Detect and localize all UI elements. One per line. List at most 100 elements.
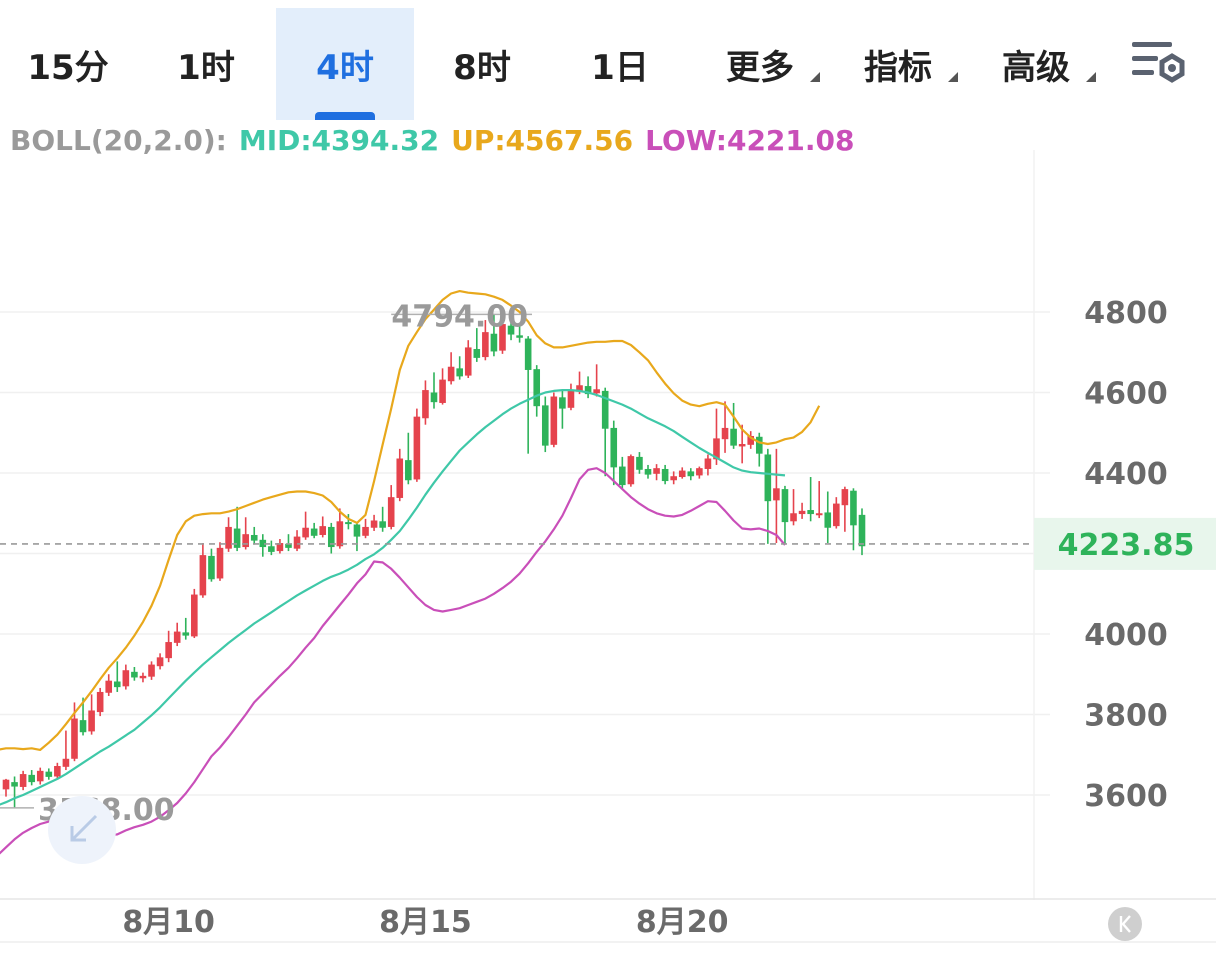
boll-low-value: LOW:4221.08 <box>645 124 855 157</box>
candle-body <box>131 671 138 678</box>
candle-body <box>747 435 755 445</box>
candle-body <box>524 338 532 370</box>
boll-mid-value: MID:4394.32 <box>238 124 440 157</box>
arrow-down-left-icon <box>70 814 98 842</box>
tab-label: 更多 <box>726 47 794 88</box>
tab-8h[interactable]: 8时 <box>416 8 548 120</box>
tab-label: 1时 <box>177 47 235 88</box>
chart-settings-icon[interactable] <box>1126 36 1190 92</box>
candle-body <box>45 771 53 777</box>
candle-body <box>148 664 155 677</box>
candle-body <box>627 456 635 485</box>
candle-body <box>216 547 224 579</box>
candle-body <box>293 536 301 549</box>
candle-body <box>576 385 583 392</box>
current-price-label: 4223.85 <box>1058 528 1195 563</box>
candle-body <box>225 526 232 549</box>
candle-body <box>122 670 130 687</box>
candle-body <box>336 521 344 547</box>
candle-body <box>833 503 840 527</box>
tab-label: 1日 <box>591 47 649 88</box>
candle-body <box>499 324 506 351</box>
candle-body <box>165 642 172 659</box>
candle-body <box>276 543 284 552</box>
candle-body <box>541 405 549 446</box>
candle-body <box>430 392 438 403</box>
candle-body <box>781 489 789 523</box>
kline-toggle-button[interactable] <box>1108 907 1142 941</box>
tab-advanced[interactable]: 高级 <box>970 8 1102 120</box>
candle-body <box>370 520 378 528</box>
boll-name: BOLL(20,2.0): <box>10 124 227 157</box>
candlestick-chart[interactable]: 4800 4600 4400 4000 3800 3600 8月10 8月15 8月20 422… <box>0 120 1216 962</box>
candle-body <box>422 390 429 419</box>
x-tick-label: 8月15 <box>379 905 472 940</box>
grid-lines: 4800 4600 4400 4000 3800 3600 8月10 8月15 8月20 <box>0 150 1216 943</box>
candle-body <box>447 366 455 382</box>
candle-body <box>396 458 404 498</box>
candle-body <box>199 555 207 596</box>
candle-body <box>661 468 669 482</box>
candle-body <box>644 468 652 475</box>
high-marker-label: 4794.00 <box>391 299 528 334</box>
candle-body <box>285 543 292 548</box>
current-price-tag <box>1034 517 1216 570</box>
candle-body <box>208 555 215 580</box>
candle-body <box>2 779 10 790</box>
candle-body <box>268 546 275 552</box>
kline-icon <box>1119 915 1131 933</box>
candle-body <box>730 428 737 446</box>
candle-body <box>704 458 712 469</box>
candle-body <box>105 680 113 693</box>
candle-body <box>550 396 558 445</box>
candle-body <box>71 718 78 759</box>
candle-body <box>456 368 463 377</box>
candle-body <box>439 379 446 403</box>
candle-body <box>139 675 147 679</box>
candle-body <box>233 528 241 548</box>
candle-body <box>559 397 566 409</box>
candle-body <box>507 325 515 335</box>
candle-body <box>345 522 352 525</box>
tab-more[interactable]: 更多 <box>694 8 826 120</box>
dropdown-caret-icon <box>810 72 820 82</box>
candle-body <box>54 766 61 777</box>
candle-body <box>696 468 703 476</box>
candle-body <box>619 466 626 486</box>
candle-body <box>191 594 198 637</box>
candle-body <box>88 710 95 732</box>
timeframe-tabs: 15分 1时 4时 8时 1日 更多 指标 高级 <box>0 0 1216 120</box>
candle-body <box>259 539 267 548</box>
candle-body <box>11 782 18 787</box>
tab-indicators[interactable]: 指标 <box>832 8 964 120</box>
candle-body <box>490 333 498 352</box>
boll-legend: BOLL(20,2.0): MID:4394.32 UP:4567.56 LOW:42… <box>10 124 867 157</box>
tab-4h[interactable]: 4时 <box>276 8 414 120</box>
boll-mid-line <box>0 389 786 806</box>
candles <box>2 314 866 808</box>
scroll-back-button[interactable] <box>48 796 116 864</box>
tab-1h[interactable]: 1时 <box>140 8 272 120</box>
candle-body <box>850 490 857 526</box>
y-tick-label: 4800 <box>1084 296 1168 331</box>
candle-body <box>738 444 746 447</box>
candle-body <box>824 512 832 528</box>
tab-label: 高级 <box>1002 47 1070 88</box>
boll-up-value: UP:4567.56 <box>451 124 634 157</box>
candle-body <box>815 513 823 516</box>
candle-body <box>353 524 361 537</box>
candle-body <box>584 386 592 395</box>
y-tick-label: 3800 <box>1084 699 1168 734</box>
candle-body <box>362 526 369 536</box>
candle-body <box>310 528 318 536</box>
candle-body <box>28 774 35 783</box>
candle-body <box>790 513 797 522</box>
kline-circle <box>1108 907 1142 941</box>
tab-15m[interactable]: 15分 <box>2 8 134 120</box>
candle-body <box>567 390 575 408</box>
candle-body <box>678 470 686 478</box>
tab-label: 4时 <box>316 47 374 88</box>
tab-1d[interactable]: 1日 <box>554 8 686 120</box>
y-tick-label: 4600 <box>1084 377 1168 412</box>
